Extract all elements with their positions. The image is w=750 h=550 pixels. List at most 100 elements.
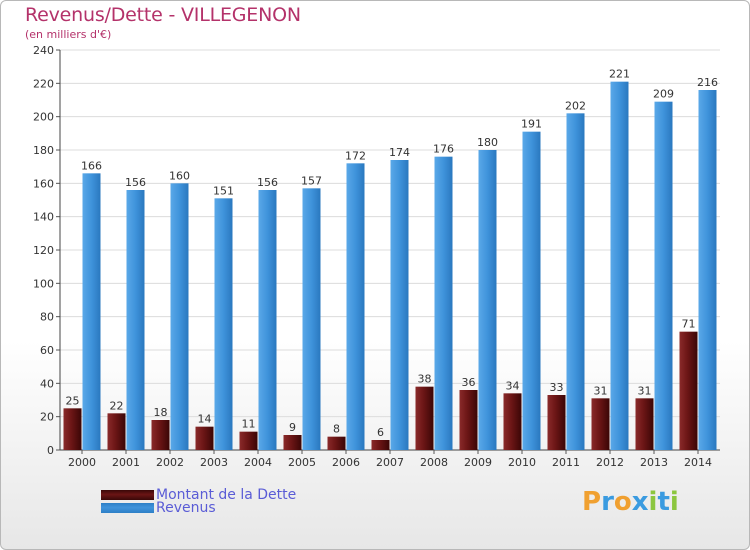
x-tick-label: 2002 bbox=[156, 456, 184, 469]
logo-letter: r bbox=[601, 487, 614, 517]
bar-dette bbox=[107, 413, 126, 450]
x-tick-label: 2013 bbox=[640, 456, 668, 469]
bar-revenus bbox=[258, 190, 277, 450]
data-label-revenus: 191 bbox=[521, 118, 542, 131]
x-tick-label: 2001 bbox=[112, 456, 140, 469]
y-tick-label: 40 bbox=[40, 377, 54, 390]
data-label-revenus: 209 bbox=[653, 88, 674, 101]
data-label-dette: 14 bbox=[198, 413, 212, 426]
legend-label-dette: Montant de la Dette bbox=[156, 487, 297, 503]
legend-label-revenus: Revenus bbox=[156, 500, 216, 516]
data-label-revenus: 221 bbox=[609, 68, 630, 81]
logo-letter: x bbox=[631, 487, 649, 517]
y-tick-label: 80 bbox=[40, 311, 54, 324]
bar-revenus bbox=[654, 101, 673, 451]
x-tick-label: 2010 bbox=[508, 456, 536, 469]
proxiti-logo: Proxiti bbox=[582, 487, 679, 517]
bar-revenus bbox=[214, 198, 233, 450]
y-tick-label: 240 bbox=[33, 44, 54, 57]
bar-revenus bbox=[126, 190, 145, 450]
x-tick-label: 2009 bbox=[464, 456, 492, 469]
bar-dette bbox=[195, 426, 214, 450]
data-label-revenus: 176 bbox=[433, 143, 454, 156]
y-tick-label: 20 bbox=[40, 411, 54, 424]
data-label-revenus: 157 bbox=[301, 174, 322, 187]
data-label-dette: 36 bbox=[462, 376, 476, 389]
x-tick-label: 2004 bbox=[244, 456, 272, 469]
data-label-dette: 6 bbox=[377, 426, 384, 439]
legend-swatch-dette bbox=[101, 490, 154, 500]
x-tick-label: 2006 bbox=[332, 456, 360, 469]
bar-revenus bbox=[302, 188, 321, 451]
data-label-revenus: 166 bbox=[81, 159, 102, 172]
bar-dette bbox=[327, 436, 346, 450]
bar-revenus bbox=[478, 150, 497, 450]
bar-dette bbox=[635, 398, 654, 450]
x-tick-label: 2000 bbox=[68, 456, 96, 469]
bar-dette bbox=[239, 431, 258, 450]
y-tick-label: 120 bbox=[33, 244, 54, 257]
data-label-dette: 71 bbox=[682, 318, 696, 331]
y-tick-label: 180 bbox=[33, 144, 54, 157]
y-tick-label: 140 bbox=[33, 211, 54, 224]
data-label-dette: 8 bbox=[333, 423, 340, 436]
data-label-revenus: 172 bbox=[345, 149, 366, 162]
bar-revenus bbox=[698, 90, 717, 450]
data-label-dette: 18 bbox=[154, 406, 168, 419]
data-label-dette: 31 bbox=[638, 384, 652, 397]
legend-swatch-revenus bbox=[101, 503, 154, 513]
bar-dette bbox=[547, 395, 566, 450]
y-tick-label: 160 bbox=[33, 177, 54, 190]
logo-letter: t bbox=[657, 487, 670, 517]
data-label-revenus: 216 bbox=[697, 76, 718, 89]
x-tick-label: 2005 bbox=[288, 456, 316, 469]
x-tick-label: 2014 bbox=[684, 456, 712, 469]
y-tick-label: 200 bbox=[33, 111, 54, 124]
y-tick-label: 220 bbox=[33, 77, 54, 90]
x-tick-label: 2007 bbox=[376, 456, 404, 469]
bar-revenus bbox=[610, 81, 629, 451]
x-tick-label: 2011 bbox=[552, 456, 580, 469]
data-label-dette: 9 bbox=[289, 421, 296, 434]
data-label-dette: 34 bbox=[506, 379, 520, 392]
data-label-revenus: 156 bbox=[257, 176, 278, 189]
bar-revenus bbox=[170, 183, 189, 451]
data-label-revenus: 180 bbox=[477, 136, 498, 149]
bar-dette bbox=[503, 393, 522, 450]
data-label-revenus: 151 bbox=[213, 184, 234, 197]
x-tick-label: 2003 bbox=[200, 456, 228, 469]
bar-revenus bbox=[566, 113, 585, 450]
bar-dette bbox=[591, 398, 610, 450]
logo-letter: P bbox=[582, 487, 602, 517]
x-tick-label: 2008 bbox=[420, 456, 448, 469]
y-tick-label: 100 bbox=[33, 277, 54, 290]
bar-revenus bbox=[390, 160, 409, 450]
bar-revenus bbox=[346, 163, 365, 451]
data-label-revenus: 174 bbox=[389, 146, 410, 159]
bar-dette bbox=[371, 440, 390, 450]
x-tick-label: 2012 bbox=[596, 456, 624, 469]
bar-dette bbox=[151, 420, 170, 450]
data-label-dette: 38 bbox=[418, 373, 432, 386]
logo-letter: i bbox=[648, 487, 658, 517]
y-tick-label: 0 bbox=[47, 444, 54, 457]
chart-title: Revenus/Dette - VILLEGENON bbox=[25, 4, 301, 26]
data-label-dette: 33 bbox=[550, 381, 564, 394]
bar-dette bbox=[679, 331, 698, 450]
logo-letter: o bbox=[613, 487, 632, 517]
data-label-dette: 22 bbox=[110, 399, 124, 412]
bar-dette bbox=[459, 390, 478, 450]
logo-letter: i bbox=[669, 487, 679, 517]
bar-revenus bbox=[434, 156, 453, 450]
data-label-dette: 11 bbox=[242, 418, 256, 431]
bar-revenus bbox=[82, 173, 101, 451]
bar-revenus bbox=[522, 131, 541, 450]
chart-subtitle: (en milliers d'€) bbox=[25, 28, 112, 41]
bar-dette bbox=[63, 408, 82, 450]
data-label-dette: 31 bbox=[594, 384, 608, 397]
bar-dette bbox=[283, 435, 302, 450]
y-tick-label: 60 bbox=[40, 344, 54, 357]
data-label-revenus: 160 bbox=[169, 169, 190, 182]
bar-dette bbox=[415, 386, 434, 450]
